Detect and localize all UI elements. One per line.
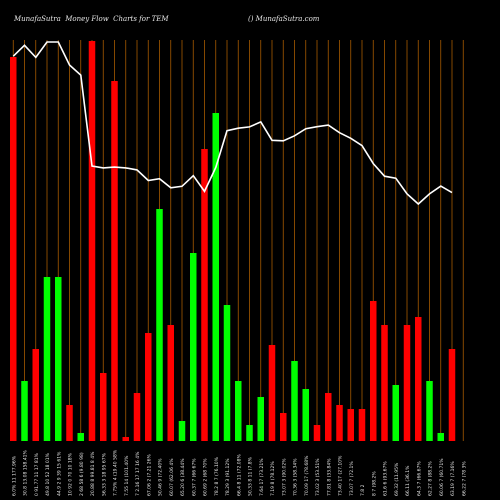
flow-bar <box>21 381 28 441</box>
x-tick-label: 73.02 3 (53.51% <box>315 458 321 496</box>
flow-bar <box>381 325 388 441</box>
flow-bar <box>66 405 73 441</box>
x-tick-label: 62.27 8 (88.2% <box>428 461 434 496</box>
watermark: () MunafaSutra.com <box>248 15 320 23</box>
x-tick-label: 56.33 3 18 95 67% <box>101 452 107 496</box>
flow-bar <box>235 381 242 441</box>
x-tick-label: 60.69 2 (68 70% <box>203 458 209 496</box>
x-tick-label: 6.0% 11 177.96% <box>11 455 17 496</box>
flow-bar <box>55 277 62 441</box>
x-tick-label: 60.06 7 (60.71% <box>439 458 445 496</box>
x-tick-label: 67.06 2 (7.21 26% <box>146 453 152 496</box>
x-tick-label: 73.07 3 (90.02% <box>281 458 287 496</box>
x-tick-label: 61.6 6 (93.67% <box>383 461 389 496</box>
flow-bar <box>358 409 366 441</box>
flow-bar <box>223 305 231 441</box>
flow-bar <box>122 437 129 441</box>
flow-bar <box>10 57 17 441</box>
x-tick-label: 69.32 (11.95% <box>394 462 400 496</box>
x-tick-label: 77.81 8 (33.84% <box>326 458 332 496</box>
flow-bar <box>415 317 422 441</box>
flow-bar <box>111 81 118 441</box>
flow-bar <box>426 381 433 441</box>
flow-bar <box>347 409 354 441</box>
flow-bar <box>313 425 321 441</box>
x-tick-label: 64.3 7 (66.67% <box>416 461 422 496</box>
x-tick-label: 7.19 8 (78.12% <box>270 461 276 496</box>
flow-bar <box>43 277 51 441</box>
flow-bar <box>201 149 208 441</box>
flow-bar <box>156 209 163 441</box>
x-tick-label: 73.40 17 (27.10% <box>338 455 344 496</box>
flow-bar <box>392 385 399 441</box>
flow-bar <box>302 389 309 441</box>
x-tick-label: 44.9 2 9 39 15 61% <box>56 451 62 496</box>
x-tick-label: 70.09 17 (78.68% <box>304 455 310 496</box>
x-tick-label: 2 68 58 6 (9.80 98) <box>79 452 85 496</box>
x-tick-label: 66.11 (36.1% <box>405 465 411 496</box>
flow-bar <box>268 345 276 441</box>
x-tick-label: 8 7 (98.2% <box>371 471 377 496</box>
flow-bar <box>448 349 456 441</box>
flow-bar <box>212 113 219 441</box>
flow-bar <box>325 393 332 441</box>
x-tick-label: 60.07 (62.06 4% <box>169 458 175 496</box>
flow-bar <box>437 433 444 441</box>
x-tick-label: 0 91.77 11 17 81% <box>34 452 40 496</box>
x-tick-label: 7.55 14 (101.40% <box>124 455 130 496</box>
x-tick-label: 78.29 3 (91.12% <box>225 458 231 496</box>
x-tick-label: 63.19 7 (7.16% <box>450 461 456 496</box>
flow-bar <box>246 425 253 441</box>
x-tick-label: 49.8 10 52 18 01% <box>45 452 51 496</box>
x-tick-label: 66.22 7 (78 3% <box>461 461 467 496</box>
flow-bar <box>178 421 186 441</box>
x-tick-label: 30.8 13.08 158.41% <box>23 449 29 496</box>
flow-bar <box>190 253 197 441</box>
flow-bar <box>370 301 377 441</box>
flow-bar <box>291 361 298 441</box>
chart-title: MunafaSutra Money Flow Charts for TEM <box>14 15 169 23</box>
flow-bar <box>280 413 287 441</box>
flow-bar <box>145 333 152 441</box>
x-tick-label: 66.4 8 11 (72.08% <box>236 453 242 496</box>
x-tick-label: 60.37 7 (66 67% <box>191 458 197 496</box>
x-tick-label: 78.2 8 7 (76.10% <box>214 456 220 496</box>
flow-bar <box>77 433 84 441</box>
x-tick-label: 10 92 0 70 10 18% <box>68 452 74 496</box>
x-tick-label: 50.33 8 11 (7.8% <box>248 456 254 496</box>
x-tick-label: 7.64 17 (73.21% <box>259 458 265 496</box>
flow-bar <box>32 349 39 441</box>
flow-bar <box>257 397 264 441</box>
flow-bar <box>403 325 411 441</box>
x-tick-label: 50.46 9 (72.40% <box>158 458 164 496</box>
flow-bar <box>336 405 343 441</box>
x-tick-label: 70.36 3 (58.34% <box>293 458 299 496</box>
flow-bar <box>88 41 96 441</box>
flow-bar <box>167 325 174 441</box>
flow-bar <box>100 373 107 441</box>
x-tick-label: 20.88 8 99.81 8 4% <box>90 451 96 496</box>
flow-bar <box>133 393 141 441</box>
x-tick-label: 7.8 2 <box>360 484 366 496</box>
x-tick-label: 7 2.16 17 17 16 4% <box>135 451 141 496</box>
x-tick-label: 7.75% 4 (19.40 58% <box>113 449 119 496</box>
x-tick-label: 65.20 6 (38.44% <box>180 458 186 496</box>
x-tick-label: 73.07 7 (72.1% <box>349 461 355 496</box>
price-line <box>12 41 453 206</box>
